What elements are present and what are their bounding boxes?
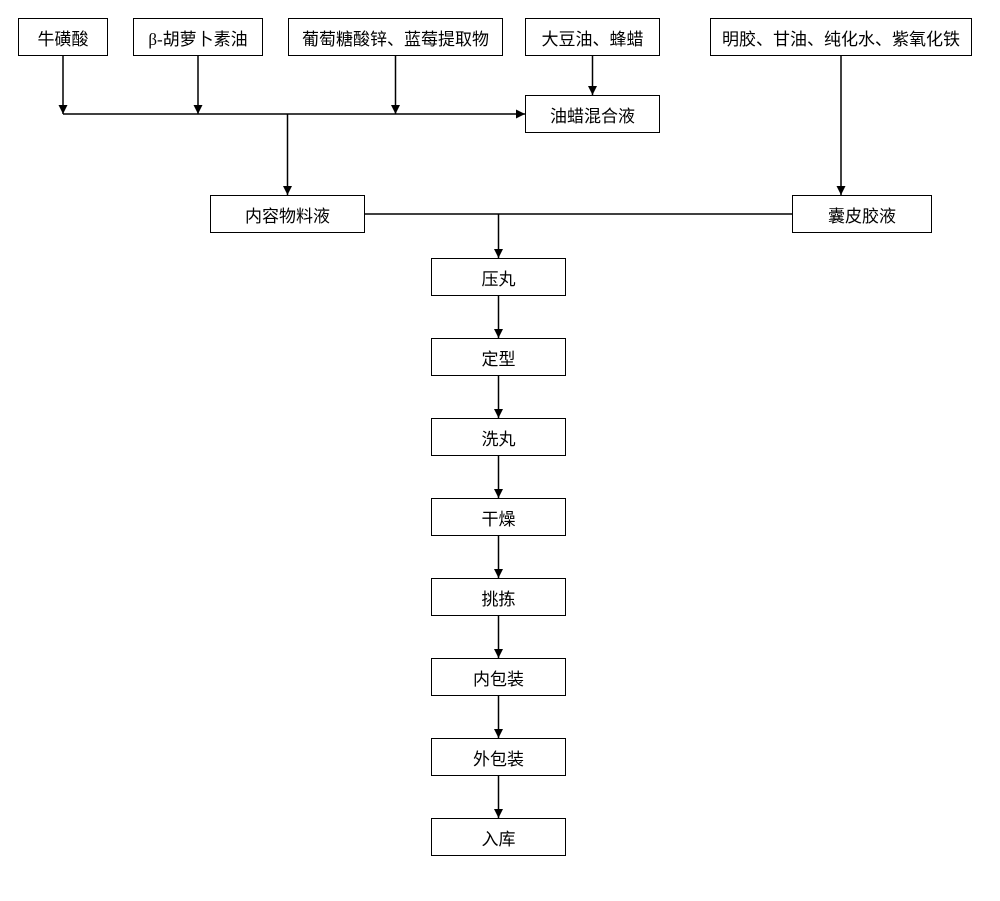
node-content: 内容物料液 (210, 195, 365, 233)
node-wash: 洗丸 (431, 418, 566, 456)
node-shell: 囊皮胶液 (792, 195, 932, 233)
node-oilwax: 油蜡混合液 (525, 95, 660, 133)
node-taurine: 牛磺酸 (18, 18, 108, 56)
node-label-oilwax: 油蜡混合液 (550, 102, 635, 127)
node-label-press: 压丸 (482, 265, 516, 290)
node-carotene: β-胡萝卜素油 (133, 18, 263, 56)
node-storage: 入库 (431, 818, 566, 856)
node-gelatin: 明胶、甘油、纯化水、紫氧化铁 (710, 18, 972, 56)
node-sort: 挑拣 (431, 578, 566, 616)
node-label-shape: 定型 (482, 345, 516, 370)
node-label-outerpack: 外包装 (473, 745, 524, 770)
node-label-taurine: 牛磺酸 (38, 25, 89, 50)
node-label-sort: 挑拣 (482, 585, 516, 610)
node-label-storage: 入库 (482, 825, 516, 850)
node-dry: 干燥 (431, 498, 566, 536)
node-label-zinc: 葡萄糖酸锌、蓝莓提取物 (302, 25, 489, 50)
node-label-dry: 干燥 (482, 505, 516, 530)
node-soybean: 大豆油、蜂蜡 (525, 18, 660, 56)
node-label-soybean: 大豆油、蜂蜡 (542, 25, 644, 50)
node-label-content: 内容物料液 (245, 202, 330, 227)
node-label-innerpack: 内包装 (473, 665, 524, 690)
node-press: 压丸 (431, 258, 566, 296)
node-innerpack: 内包装 (431, 658, 566, 696)
node-zinc: 葡萄糖酸锌、蓝莓提取物 (288, 18, 503, 56)
node-outerpack: 外包装 (431, 738, 566, 776)
node-shape: 定型 (431, 338, 566, 376)
node-label-wash: 洗丸 (482, 425, 516, 450)
node-label-carotene: β-胡萝卜素油 (148, 25, 247, 50)
node-label-gelatin: 明胶、甘油、纯化水、紫氧化铁 (722, 25, 960, 50)
node-label-shell: 囊皮胶液 (828, 202, 896, 227)
